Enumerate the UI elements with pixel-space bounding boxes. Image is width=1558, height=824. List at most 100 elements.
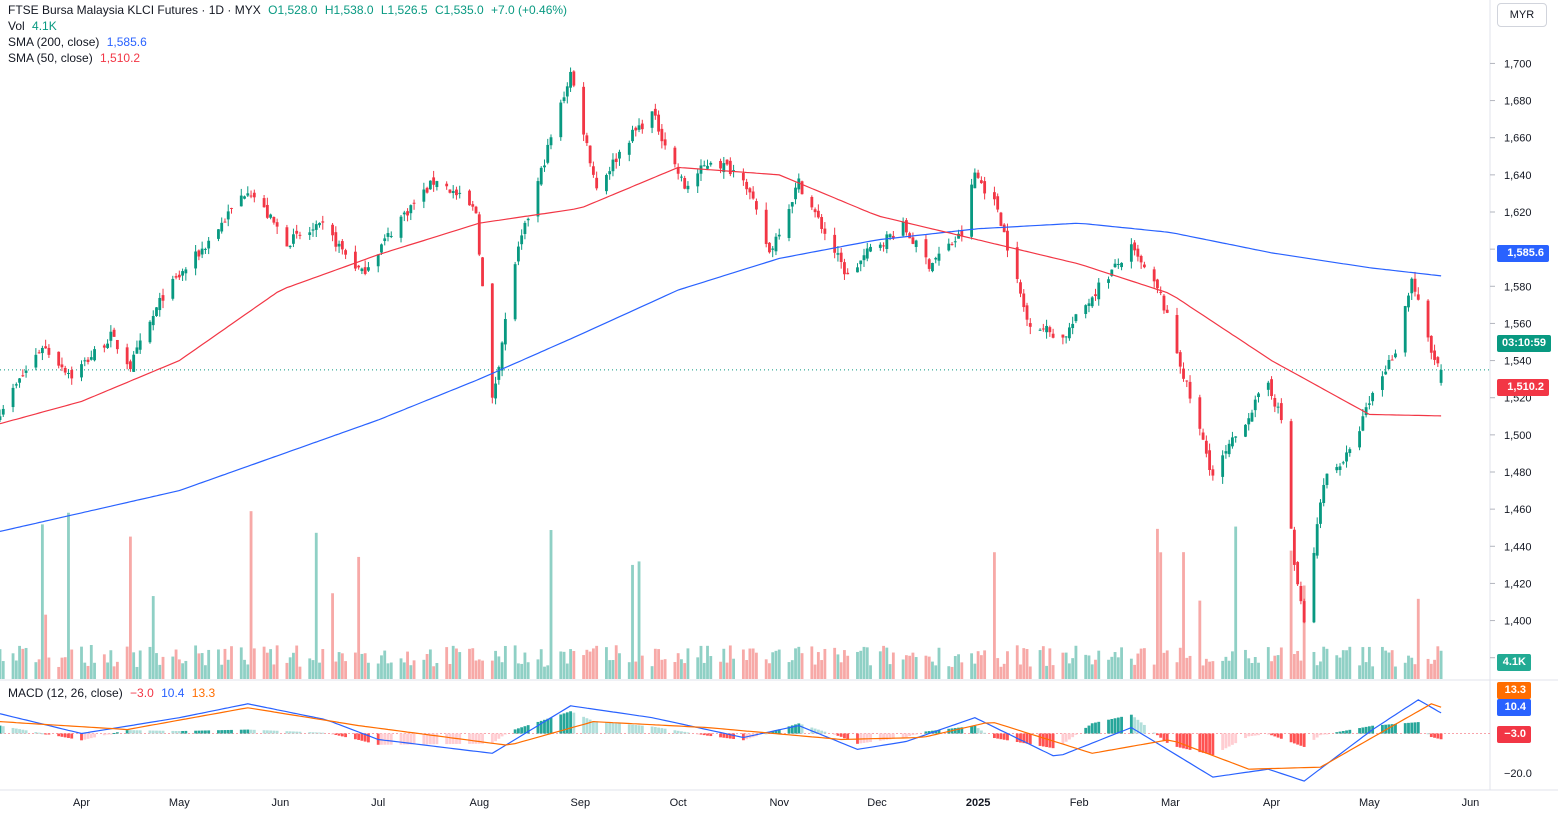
volume-bar: [1319, 661, 1322, 679]
volume-bar: [1439, 650, 1443, 679]
legend-sma200-row[interactable]: SMA (200, close) 1,585.6: [8, 34, 147, 50]
volume-bar: [869, 665, 872, 679]
volume-bar: [1273, 655, 1277, 679]
candle-body: [865, 248, 869, 259]
candle-body: [1025, 305, 1029, 320]
currency-selector[interactable]: MYR: [1497, 3, 1547, 27]
candle-body: [138, 340, 142, 350]
volume-bar: [839, 662, 843, 679]
volume-bar: [197, 653, 201, 679]
candle-body: [1276, 406, 1280, 408]
volume-bar: [428, 649, 432, 679]
volume-bar: [927, 656, 931, 679]
macd-histogram-bar: [275, 730, 279, 734]
exchange: MYX: [234, 3, 261, 17]
legend-sma50-row[interactable]: SMA (50, close) 1,510.2: [8, 50, 140, 66]
interval[interactable]: 1D: [208, 3, 225, 17]
macd-histogram-bar: [1204, 733, 1208, 754]
price-tick-label: 1,460: [1504, 504, 1532, 516]
candle-body: [344, 250, 348, 255]
volume-bar: [862, 646, 866, 679]
volume-bar: [1312, 651, 1316, 679]
candle-body: [89, 357, 93, 360]
macd-histogram-bar: [582, 716, 586, 734]
volume-bar: [14, 660, 18, 679]
macd-histogram-bar: [314, 732, 318, 734]
volume-bar: [57, 666, 61, 679]
macd-histogram-bar: [1175, 733, 1179, 747]
legend-macd-row[interactable]: MACD (12, 26, close) −3.0 10.4 13.3: [8, 685, 215, 701]
volume-bar: [275, 645, 279, 679]
macd-hist-value: −3.0: [130, 686, 154, 700]
volume-bar: [680, 659, 683, 679]
macd-histogram-bar: [608, 722, 612, 734]
macd-histogram-bar: [239, 729, 243, 734]
volume-bar: [768, 663, 771, 679]
volume-bar: [878, 651, 882, 679]
macd-histogram-bar: [1345, 730, 1348, 734]
macd-histogram-bar: [243, 729, 246, 734]
volume-bar: [230, 646, 233, 679]
macd-histogram-bar: [1071, 733, 1075, 738]
volume-bar: [1403, 662, 1407, 679]
macd-histogram-bar: [246, 729, 250, 734]
legend-volume-row[interactable]: Vol 4.1K: [8, 18, 57, 34]
countdown-badge: 03:10:59: [1497, 335, 1552, 352]
candle-body: [331, 224, 334, 236]
volume-bar: [924, 655, 928, 679]
candle-body: [1296, 562, 1300, 585]
candle-body: [93, 349, 96, 361]
volume-bar: [523, 652, 527, 679]
macd-histogram-bar: [631, 724, 634, 734]
candle-body: [1302, 601, 1306, 623]
volume-bar: [194, 645, 198, 679]
volume-bar: [184, 660, 188, 679]
volume-bar: [546, 665, 550, 679]
volume-bar: [996, 658, 1000, 679]
candle-body: [1338, 466, 1342, 471]
candle-body: [174, 276, 178, 278]
time-axis-label: Mar: [1161, 797, 1180, 809]
volume-bar: [1302, 585, 1306, 679]
candle-body: [265, 204, 269, 218]
volume-bar: [631, 564, 634, 679]
price-tick-label: 1,540: [1504, 356, 1532, 368]
candle-body: [109, 331, 113, 341]
volume-bar: [891, 652, 895, 679]
macd-histogram-bar: [973, 725, 977, 734]
volume-bar: [402, 662, 406, 679]
candle-body: [80, 364, 83, 378]
macd-histogram-bar: [269, 730, 273, 734]
macd-histogram-bar: [184, 730, 188, 734]
volume-bar: [93, 662, 96, 679]
volume-bar: [500, 662, 504, 679]
candle-body: [1394, 353, 1397, 358]
symbol-name[interactable]: FTSE Bursa Malaysia KLCI Futures: [8, 3, 199, 17]
macd-histogram-bar: [1136, 719, 1140, 734]
macd-histogram-bar: [409, 733, 413, 745]
candle-body: [1292, 529, 1296, 565]
candle-body: [833, 234, 837, 253]
candle-body: [269, 214, 273, 218]
candle-body: [1361, 416, 1365, 431]
macd-histogram-bar: [1165, 733, 1169, 743]
volume-bar: [252, 648, 256, 679]
candle-body: [318, 222, 321, 226]
candle-body: [663, 139, 667, 146]
candle-body: [768, 242, 771, 253]
volume-bar: [1129, 658, 1133, 679]
volume-bar: [1188, 655, 1192, 679]
macd-histogram-bar: [924, 731, 928, 734]
volume-bar: [269, 649, 273, 679]
volume-bar: [1348, 646, 1352, 679]
volume-bar: [451, 645, 455, 679]
candle-body: [363, 267, 367, 274]
high-value: H1,538.0: [324, 3, 374, 17]
candle-body: [885, 234, 889, 249]
volume-bar: [80, 646, 83, 679]
macd-histogram-bar: [1198, 733, 1202, 753]
candle-body: [706, 165, 709, 169]
volume-bar: [1022, 648, 1026, 679]
